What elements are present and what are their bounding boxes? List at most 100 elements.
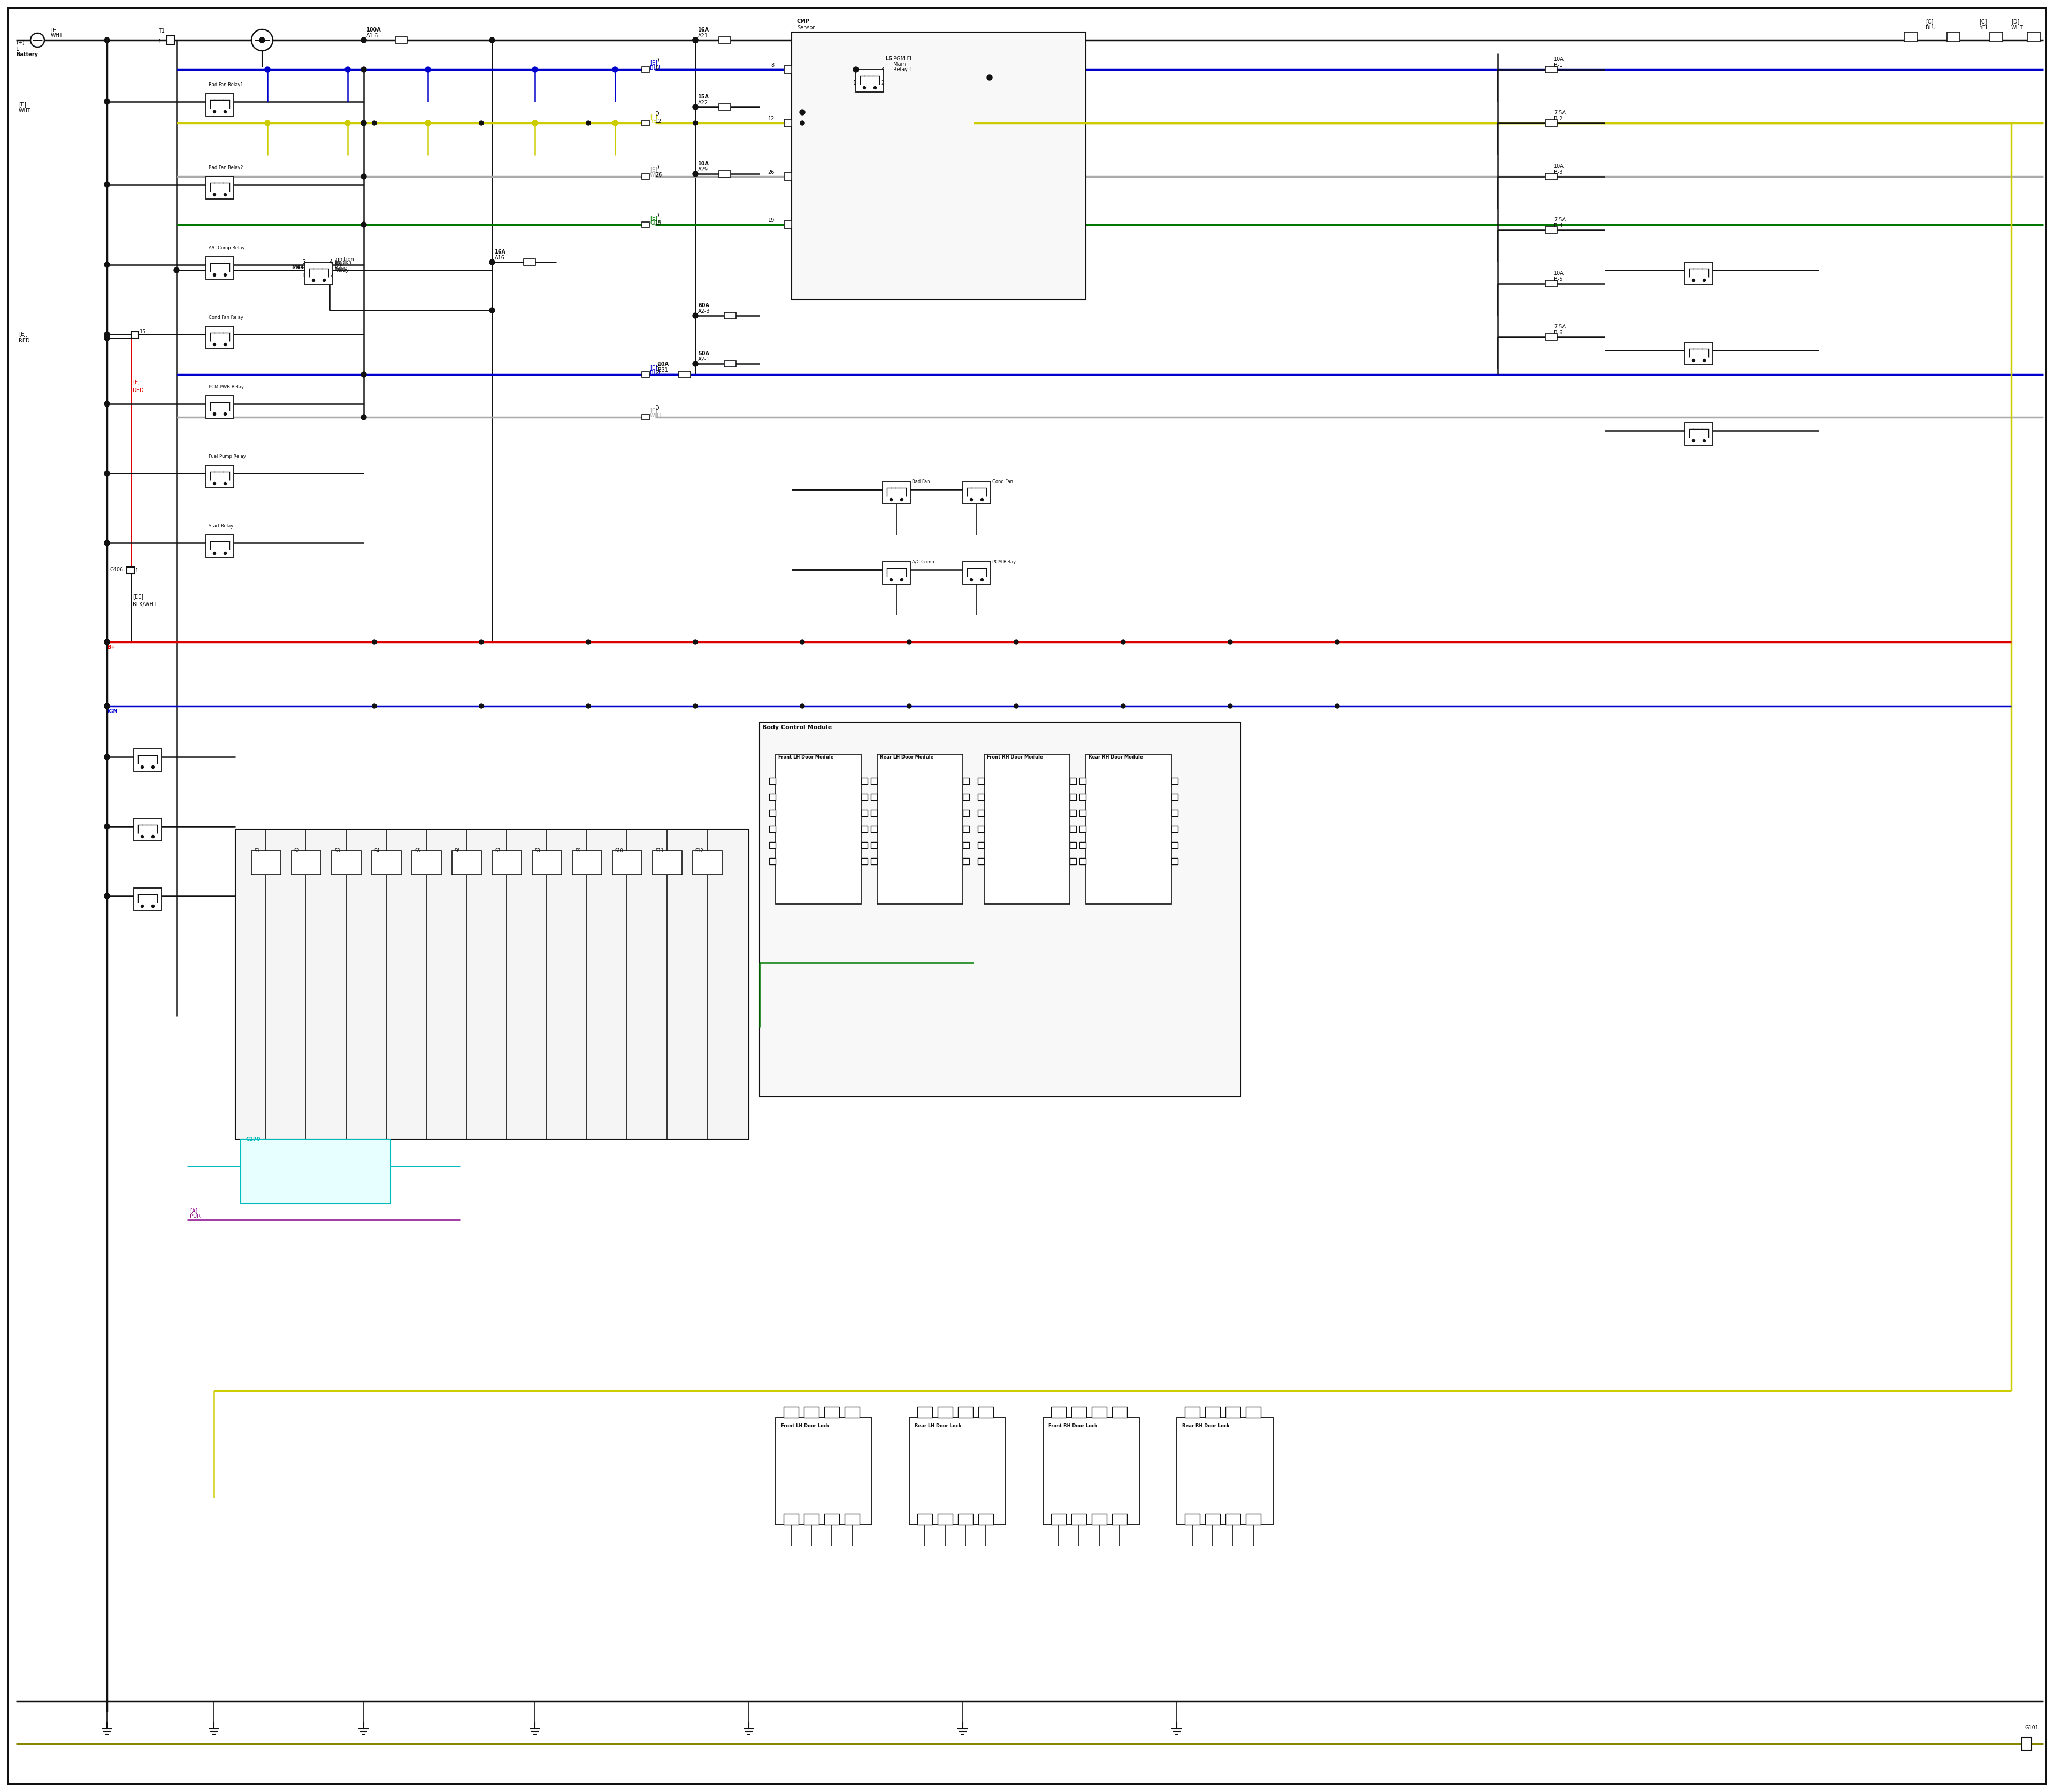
Bar — [978, 826, 984, 831]
Text: 8: 8 — [770, 63, 774, 68]
Bar — [1093, 1407, 1107, 1417]
Text: [A]: [A] — [189, 1208, 197, 1213]
Bar — [1072, 1407, 1087, 1417]
Text: [E]: [E] — [649, 366, 657, 371]
Circle shape — [345, 66, 351, 72]
Circle shape — [105, 824, 109, 830]
Bar — [1947, 32, 1960, 41]
Bar — [612, 851, 641, 874]
Text: [E]: [E] — [18, 102, 27, 108]
Text: Cond Fan: Cond Fan — [992, 478, 1013, 484]
Text: A1-6: A1-6 — [366, 34, 378, 38]
Circle shape — [251, 29, 273, 50]
Text: D: D — [655, 165, 659, 170]
Bar — [871, 778, 877, 785]
Text: 4: 4 — [329, 260, 333, 265]
Bar — [776, 754, 861, 903]
Bar — [1171, 794, 1177, 801]
Text: [E]: [E] — [649, 59, 657, 65]
Circle shape — [801, 704, 805, 708]
Bar — [824, 1407, 840, 1417]
Text: WHT: WHT — [649, 172, 661, 177]
Circle shape — [224, 482, 226, 486]
Bar — [877, 754, 963, 903]
Text: Rad Fan: Rad Fan — [912, 478, 930, 484]
Bar — [910, 1417, 1006, 1525]
Text: PGM-FI: PGM-FI — [893, 56, 912, 61]
Bar — [725, 360, 735, 367]
Text: Rear RH Door Lock: Rear RH Door Lock — [1183, 1423, 1230, 1428]
Bar — [978, 810, 984, 817]
Text: 1: 1 — [655, 412, 659, 418]
Circle shape — [692, 38, 698, 43]
Circle shape — [362, 38, 366, 43]
Bar — [871, 810, 877, 817]
Bar — [785, 220, 791, 228]
Bar — [641, 371, 649, 376]
Text: 26: 26 — [655, 172, 661, 177]
Circle shape — [214, 412, 216, 416]
Bar — [127, 566, 134, 573]
Text: 8: 8 — [655, 65, 659, 70]
Text: 1: 1 — [852, 81, 857, 86]
Text: 3: 3 — [302, 260, 306, 265]
Circle shape — [479, 640, 483, 643]
Circle shape — [142, 835, 144, 839]
Bar — [1171, 778, 1177, 785]
Text: 16A: 16A — [495, 249, 505, 254]
Bar — [1545, 66, 1557, 73]
Text: [EE]: [EE] — [134, 593, 144, 599]
Text: Relay: Relay — [335, 267, 349, 272]
Text: 4: 4 — [852, 66, 857, 72]
Circle shape — [224, 274, 226, 276]
Text: [EJ]: [EJ] — [134, 380, 142, 385]
Text: [E]: [E] — [649, 113, 657, 118]
Bar — [1087, 754, 1171, 903]
Bar — [918, 1514, 933, 1525]
Text: Start Relay: Start Relay — [210, 523, 234, 529]
Circle shape — [694, 640, 698, 643]
Circle shape — [908, 640, 912, 643]
Circle shape — [1692, 358, 1695, 362]
Circle shape — [265, 66, 271, 72]
Circle shape — [214, 194, 216, 195]
Text: S9: S9 — [575, 848, 581, 853]
Text: 60A: 60A — [698, 303, 709, 308]
Bar — [1093, 1514, 1107, 1525]
Bar — [1247, 1407, 1261, 1417]
Text: A16: A16 — [495, 254, 505, 260]
Text: WHT: WHT — [649, 412, 661, 418]
Text: 3: 3 — [881, 66, 883, 72]
Bar — [205, 396, 234, 418]
Text: Main: Main — [893, 61, 906, 66]
Circle shape — [105, 181, 109, 186]
Bar — [1177, 1417, 1273, 1525]
Text: 12: 12 — [768, 116, 774, 122]
Text: 2: 2 — [655, 371, 659, 376]
Circle shape — [265, 120, 271, 125]
Bar — [768, 858, 776, 864]
Text: Fuel Pump Relay: Fuel Pump Relay — [210, 453, 246, 459]
Text: Front RH Door Module: Front RH Door Module — [986, 754, 1043, 760]
Circle shape — [105, 704, 109, 710]
Bar — [984, 754, 1070, 903]
Bar — [1545, 174, 1557, 179]
Text: Front LH Door Lock: Front LH Door Lock — [781, 1423, 830, 1428]
Bar — [939, 1514, 953, 1525]
Bar — [861, 794, 867, 801]
Text: 1: 1 — [136, 568, 138, 573]
Bar — [785, 120, 791, 127]
Bar — [641, 174, 649, 179]
Text: 15: 15 — [140, 330, 146, 335]
Text: (+): (+) — [16, 39, 25, 45]
Bar — [1684, 262, 1713, 285]
Text: Relay 1: Relay 1 — [893, 66, 912, 72]
Circle shape — [224, 342, 226, 346]
Text: 26: 26 — [768, 170, 774, 176]
Circle shape — [889, 498, 893, 502]
Text: Body Control Module: Body Control Module — [762, 724, 832, 729]
Circle shape — [692, 360, 698, 366]
Text: D: D — [655, 57, 659, 63]
Circle shape — [980, 579, 984, 581]
Text: 100A: 100A — [366, 27, 382, 32]
